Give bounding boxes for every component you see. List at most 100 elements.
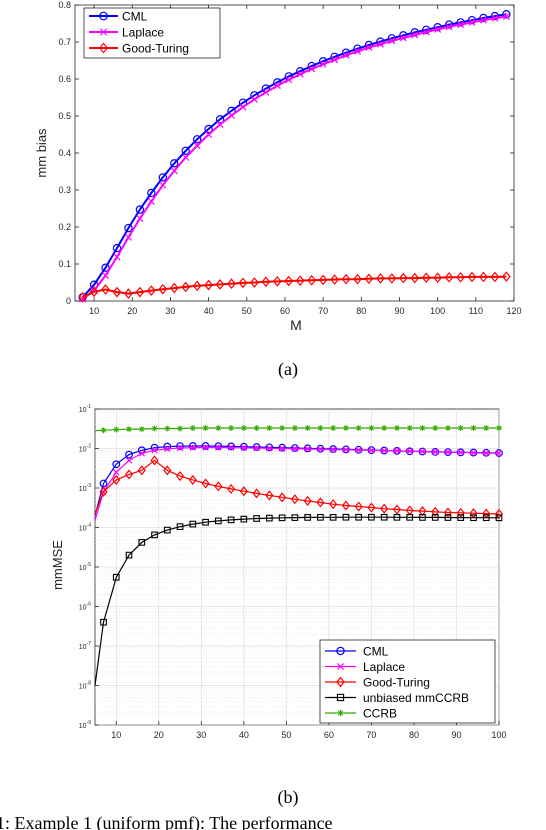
- data-point: [182, 153, 190, 161]
- data-point: [307, 274, 317, 286]
- x-tick-label: 80: [409, 730, 419, 740]
- data-point: [169, 282, 179, 294]
- data-point: [262, 88, 270, 96]
- data-point: [284, 275, 294, 287]
- data-point: [253, 515, 260, 522]
- data-point: [278, 492, 287, 503]
- data-point: [285, 76, 293, 84]
- data-point: [304, 514, 311, 521]
- data-point: [272, 276, 282, 287]
- x-tick-label: 120: [506, 306, 521, 316]
- data-point: [331, 56, 339, 64]
- data-point: [265, 490, 274, 501]
- data-point: [456, 18, 465, 27]
- legend-marker: [336, 693, 345, 702]
- data-point: [252, 488, 261, 499]
- data-point: [278, 443, 287, 452]
- legend-entry: unbiased mmCCRB: [325, 691, 469, 705]
- series-line: [82, 275, 507, 299]
- data-point: [150, 455, 159, 466]
- data-point: [250, 95, 258, 103]
- y-tick-label: 0.6: [58, 74, 71, 84]
- data-point: [482, 514, 490, 522]
- y-tick-label: 10-8: [79, 681, 91, 691]
- x-tick-label: 60: [280, 306, 290, 316]
- data-point: [266, 445, 273, 452]
- data-point: [319, 60, 327, 68]
- data-point: [457, 21, 465, 29]
- figure-caption-text: 1: Example 1 (uniform pmf): The performa…: [0, 813, 333, 830]
- data-point: [422, 28, 430, 36]
- data-point: [151, 531, 158, 539]
- y-tick-label: 10-4: [79, 523, 91, 533]
- data-point: [215, 279, 225, 290]
- data-point: [501, 271, 511, 282]
- legend-label: unbiased mmCCRB: [363, 691, 469, 705]
- data-point: [479, 13, 488, 23]
- data-point: [193, 142, 201, 150]
- data-point: [266, 514, 273, 522]
- data-point: [342, 513, 350, 521]
- legend-entry: CML: [325, 645, 389, 659]
- data-point: [135, 286, 145, 298]
- data-point: [380, 513, 388, 521]
- data-point: [457, 425, 464, 431]
- data-point: [202, 444, 209, 451]
- data-point: [399, 31, 408, 40]
- data-point: [102, 271, 110, 279]
- data-point: [202, 425, 209, 431]
- data-point: [330, 274, 339, 285]
- data-point: [113, 253, 121, 261]
- data-point: [470, 425, 477, 431]
- data-point: [159, 181, 167, 189]
- data-point: [177, 425, 184, 432]
- series-line: [94, 516, 500, 686]
- data-point: [304, 445, 311, 453]
- data-point: [205, 131, 213, 138]
- data-point: [353, 273, 362, 285]
- data-point: [387, 273, 397, 284]
- data-point: [355, 513, 363, 521]
- data-point: [99, 486, 108, 497]
- data-point: [170, 167, 178, 175]
- data-point: [240, 515, 248, 523]
- data-point: [291, 445, 299, 452]
- x-tick-label: 50: [281, 730, 291, 740]
- data-point: [393, 447, 401, 455]
- data-point: [456, 507, 465, 518]
- data-point: [368, 513, 375, 521]
- y-tick-label: 0.4: [58, 148, 71, 158]
- data-point: [367, 502, 376, 513]
- data-point: [163, 465, 172, 476]
- legend-label: CML: [363, 645, 389, 659]
- data-point: [290, 494, 299, 505]
- data-point: [181, 281, 191, 293]
- data-point: [444, 448, 452, 456]
- data-point: [252, 443, 261, 451]
- data-point: [341, 500, 350, 511]
- data-point: [433, 23, 442, 32]
- data-point: [239, 103, 247, 111]
- data-point: [341, 273, 351, 285]
- data-point: [422, 25, 431, 34]
- y-tick-label: 0.2: [58, 222, 71, 232]
- data-point: [308, 65, 316, 73]
- chart-a-y-axis-label: mm bias: [34, 128, 49, 178]
- data-point: [176, 523, 184, 531]
- data-point: [124, 223, 133, 233]
- data-point: [418, 506, 427, 517]
- data-point: [467, 15, 477, 25]
- data-point: [151, 447, 158, 454]
- data-point: [279, 425, 286, 431]
- data-point: [380, 447, 388, 454]
- data-point: [291, 514, 299, 521]
- data-point: [138, 539, 146, 546]
- data-point: [365, 44, 373, 52]
- legend-marker: [336, 676, 345, 688]
- data-point: [433, 272, 443, 284]
- data-point: [163, 442, 172, 451]
- data-point: [278, 445, 286, 452]
- data-point: [410, 272, 420, 284]
- data-point: [227, 442, 235, 451]
- series-laplace: [94, 444, 503, 521]
